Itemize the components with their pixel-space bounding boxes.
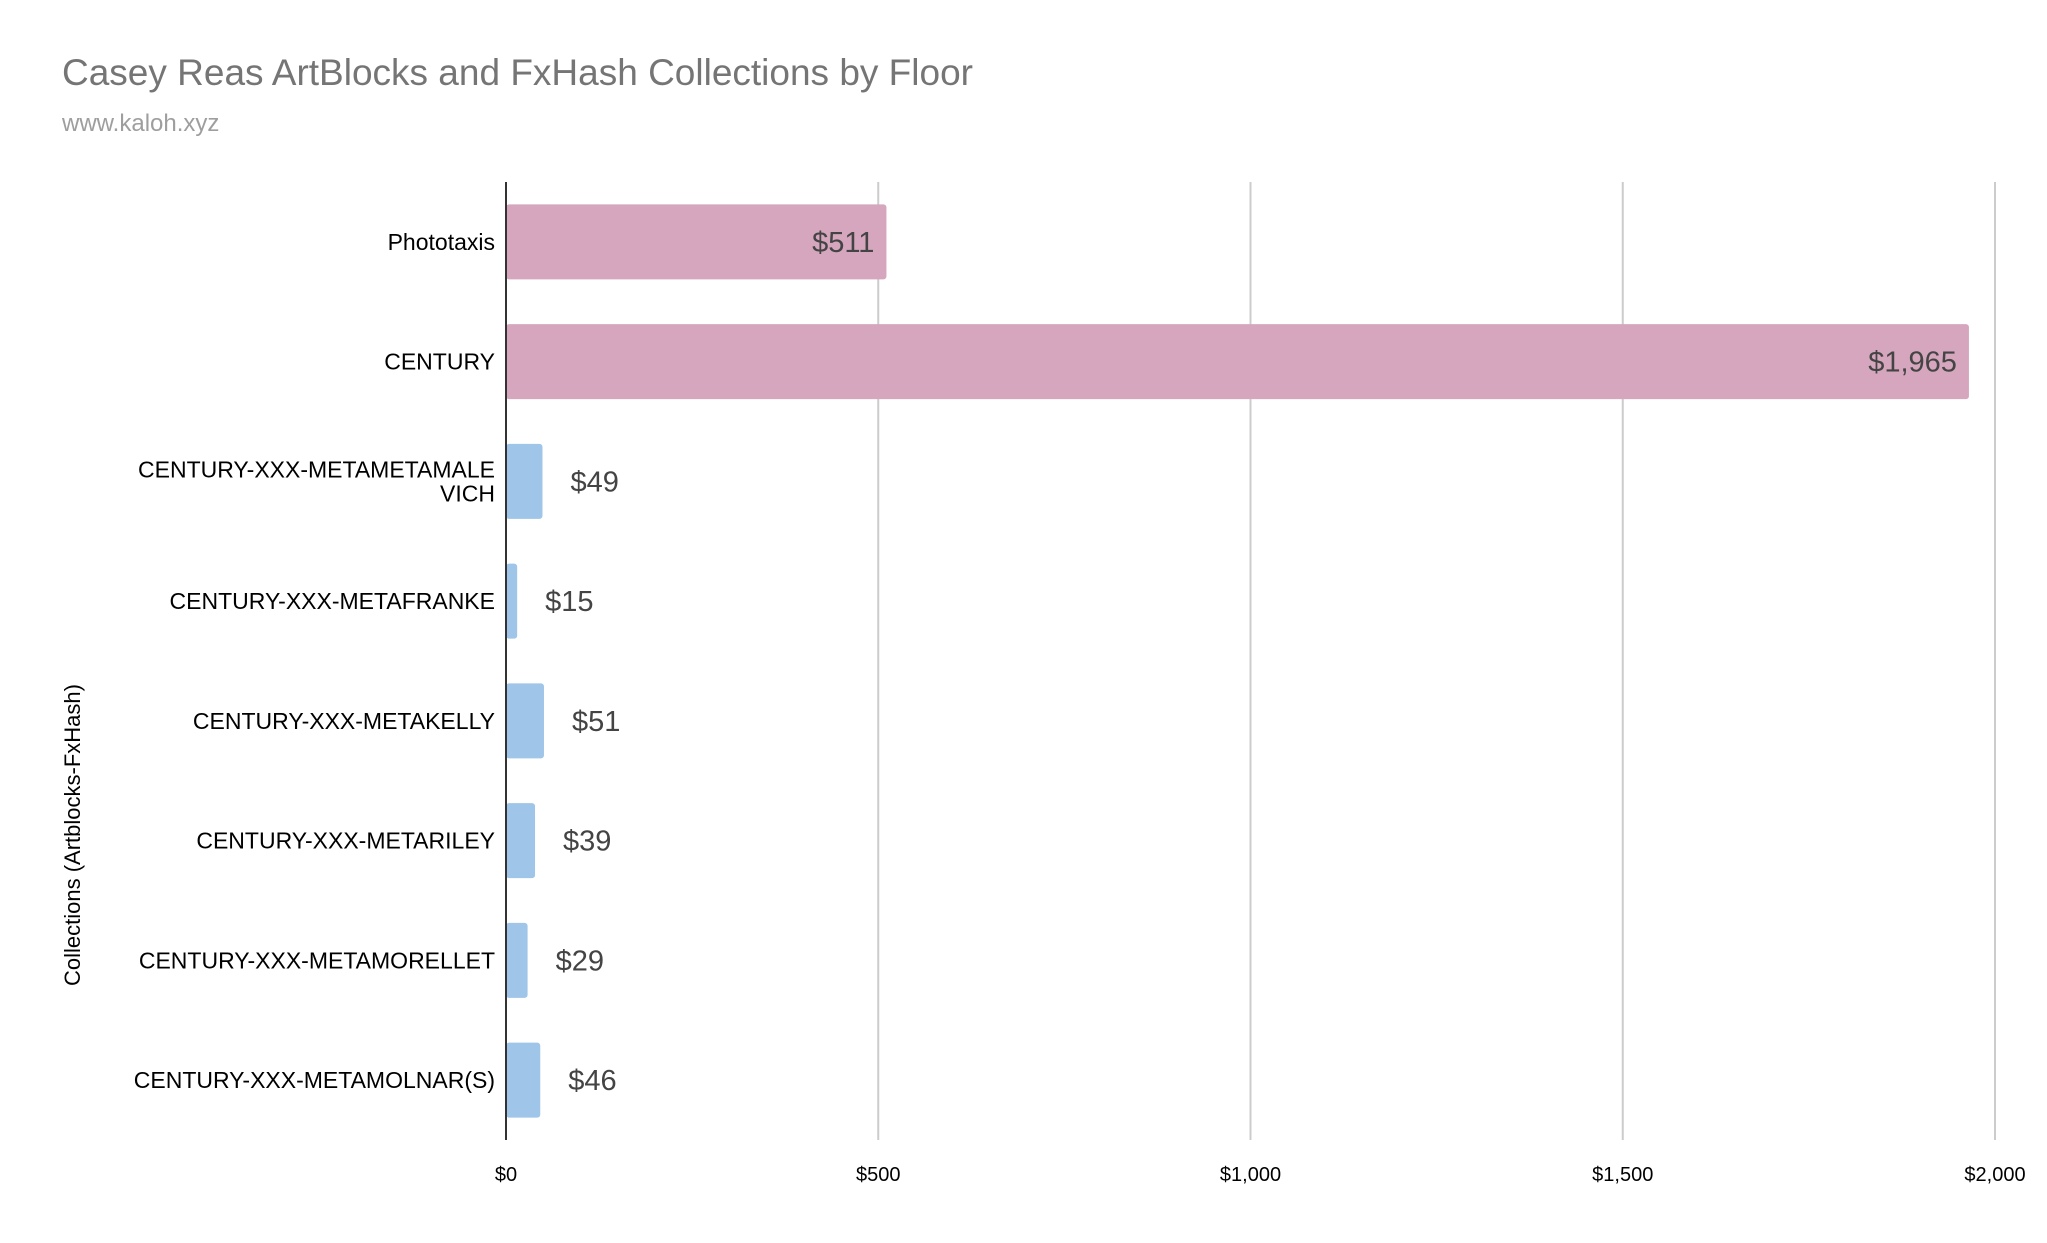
bar [506,204,887,280]
x-tick-label: $500 [856,1164,901,1186]
x-tick-label: $1,000 [1220,1164,1281,1186]
category-label: CENTURY-XXX-METAFRANKE [170,588,495,614]
data-label: $15 [545,586,593,618]
x-tick-label: $2,000 [1964,1164,2025,1186]
data-label: $29 [556,945,604,977]
chart-subtitle: www.kaloh.xyz [62,110,220,137]
bar [506,324,1969,400]
bar [506,683,544,759]
category-label: CENTURY [384,349,495,375]
x-tick-label: $0 [495,1164,517,1186]
labels: $0 $500 $1,000 $1,500 $2,000 $511 Phototaxis $1… [134,227,2026,1186]
data-label: $46 [568,1065,616,1097]
bar [506,803,536,879]
data-label: $1,965 [1868,347,1957,379]
bar [506,443,543,519]
category-label: CENTURY-XXX-METAMETAMALE VICH [138,456,495,506]
bar [506,922,528,998]
y-axis-title: Collections (Artblocks-FxHash) [60,684,85,986]
category-label: CENTURY-XXX-METAMOLNAR(S) [134,1067,495,1093]
category-label: CENTURY-XXX-METAKELLY [193,708,495,734]
data-label: $51 [572,706,620,738]
category-label: CENTURY-XXX-METAMORELLET [139,947,495,973]
data-label: $39 [563,826,611,858]
category-label: CENTURY-XXX-METARILEY [196,828,495,854]
chart-title: Casey Reas ArtBlocks and FxHash Collecti… [62,52,973,93]
x-tick-label: $1,500 [1592,1164,1653,1186]
category-label: Phototaxis [388,229,495,255]
bar [506,1042,541,1118]
bar [506,563,518,639]
data-label: $49 [570,466,618,498]
bars [505,182,1969,1140]
data-label: $511 [812,227,874,259]
